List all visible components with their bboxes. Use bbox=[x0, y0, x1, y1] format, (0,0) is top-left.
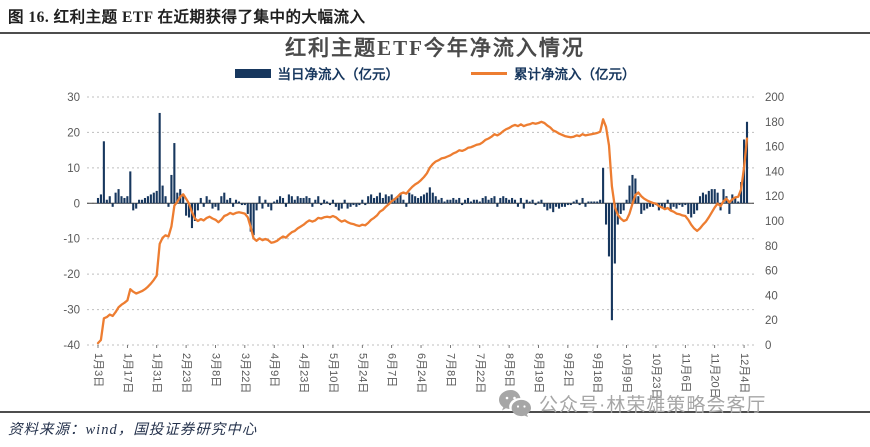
svg-text:40: 40 bbox=[765, 290, 778, 302]
svg-text:140: 140 bbox=[765, 166, 784, 178]
wechat-icon bbox=[499, 390, 531, 417]
legend-item-daily-netflow: 当日净流入（亿元） bbox=[234, 63, 400, 83]
svg-text:-30: -30 bbox=[63, 305, 80, 317]
chart-plot: -40 -30 -20 -10 0 10 20 30 0 20 40 60 80 100 120 140 160… bbox=[63, 92, 784, 399]
watermark: 公众号·林荣雄策略会客厅 bbox=[498, 389, 766, 417]
svg-text:8月5日: 8月5日 bbox=[503, 353, 515, 387]
svg-text:160: 160 bbox=[765, 142, 784, 154]
svg-text:11月6日: 11月6日 bbox=[679, 353, 691, 393]
legend-label-daily: 当日净流入（亿元） bbox=[277, 67, 400, 82]
left-axis-labels: -40 -30 -20 -10 0 10 20 30 bbox=[63, 92, 80, 352]
svg-text:80: 80 bbox=[765, 241, 778, 253]
legend-label-cumulative: 累计净流入（亿元） bbox=[514, 67, 636, 82]
svg-text:10月9日: 10月9日 bbox=[621, 353, 633, 393]
svg-text:3月22日: 3月22日 bbox=[239, 353, 251, 393]
svg-text:0: 0 bbox=[765, 340, 771, 352]
svg-text:12月4日: 12月4日 bbox=[738, 353, 750, 393]
svg-text:6月24日: 6月24日 bbox=[415, 353, 427, 393]
chart-title: 红利主题ETF今年净流入情况 bbox=[285, 36, 585, 60]
svg-text:20: 20 bbox=[67, 127, 80, 139]
svg-text:4月23日: 4月23日 bbox=[298, 353, 310, 393]
svg-text:60: 60 bbox=[765, 266, 778, 278]
legend-item-cumulative-netflow: 累计净流入（亿元） bbox=[471, 63, 636, 83]
svg-text:5月24日: 5月24日 bbox=[356, 353, 368, 393]
svg-text:30: 30 bbox=[67, 92, 80, 104]
svg-text:1月3日: 1月3日 bbox=[92, 353, 104, 387]
svg-text:-40: -40 bbox=[63, 340, 80, 352]
right-axis-labels: 0 20 40 60 80 100 120 140 160 180 200 bbox=[765, 92, 784, 352]
watermark-text: 公众号·林荣雄策略会客厅 bbox=[539, 394, 767, 416]
legend-line-swatch bbox=[471, 71, 507, 75]
legend-bar-swatch bbox=[234, 68, 271, 78]
svg-text:-10: -10 bbox=[63, 234, 80, 246]
svg-text:20: 20 bbox=[765, 315, 778, 327]
svg-text:200: 200 bbox=[765, 92, 784, 104]
svg-text:1月31日: 1月31日 bbox=[151, 353, 163, 393]
chart-legend: 当日净流入（亿元） 累计净流入（亿元） bbox=[0, 63, 870, 83]
source-text: 资料来源：wind，国投证券研究中心 bbox=[8, 422, 258, 438]
svg-text:5月10日: 5月10日 bbox=[327, 353, 339, 393]
svg-text:6月7日: 6月7日 bbox=[386, 353, 398, 387]
x-axis-labels: 1月3日 1月17日 1月31日 2月23日 3月8日 3月22日 4月9日 4月23日 5月1… bbox=[92, 345, 750, 399]
svg-text:180: 180 bbox=[765, 117, 784, 129]
svg-text:0: 0 bbox=[74, 198, 80, 210]
svg-text:11月20日: 11月20日 bbox=[709, 353, 721, 399]
svg-text:120: 120 bbox=[765, 191, 784, 203]
svg-text:-20: -20 bbox=[63, 269, 80, 281]
svg-text:9月2日: 9月2日 bbox=[562, 353, 574, 387]
y-gridlines bbox=[87, 96, 754, 346]
cumulative-netflow-line bbox=[96, 118, 749, 345]
svg-text:7月8日: 7月8日 bbox=[444, 353, 456, 387]
svg-text:10: 10 bbox=[67, 163, 80, 175]
figure-footer: 资料来源：wind，国投证券研究中心 bbox=[0, 411, 870, 439]
svg-text:100: 100 bbox=[765, 216, 784, 228]
svg-text:8月19日: 8月19日 bbox=[532, 353, 544, 393]
svg-text:9月18日: 9月18日 bbox=[591, 353, 603, 393]
figure-caption-text: 图 16. 红利主题 ETF 在近期获得了集中的大幅流入 bbox=[8, 9, 366, 26]
svg-text:4月9日: 4月9日 bbox=[268, 353, 280, 387]
svg-text:2月23日: 2月23日 bbox=[180, 353, 192, 393]
svg-text:3月8日: 3月8日 bbox=[209, 353, 221, 387]
svg-text:1月17日: 1月17日 bbox=[121, 353, 133, 393]
figure-caption: 图 16. 红利主题 ETF 在近期获得了集中的大幅流入 bbox=[0, 0, 870, 34]
svg-text:10月23日: 10月23日 bbox=[650, 353, 662, 399]
svg-text:7月22日: 7月22日 bbox=[474, 353, 486, 393]
